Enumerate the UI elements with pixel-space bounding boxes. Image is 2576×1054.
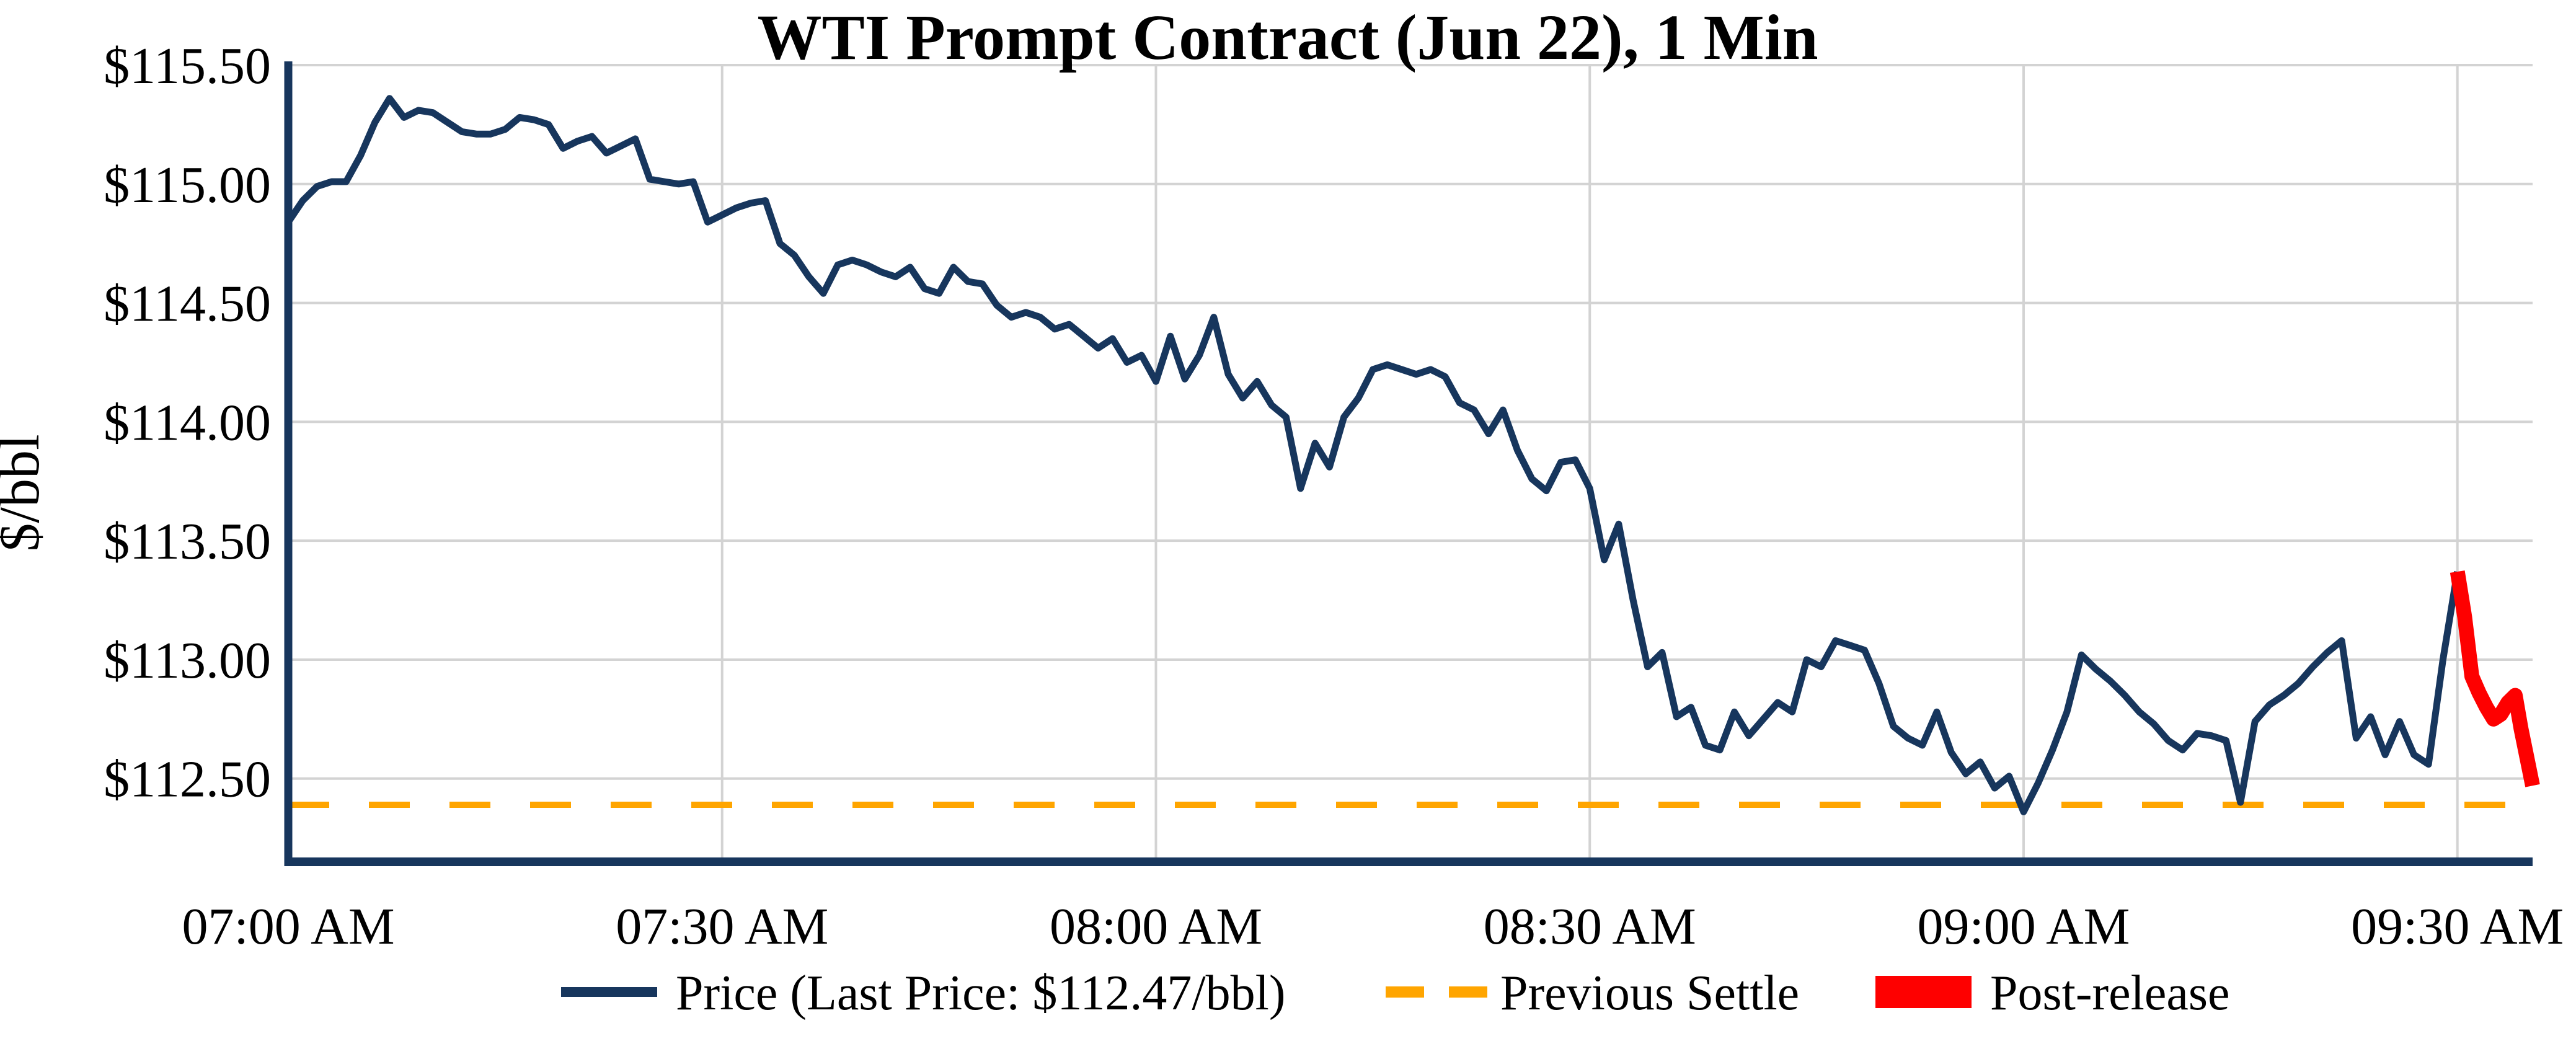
tick-layer: $115.50 $115.00 $114.50 $114.00 $113.50 $113.… xyxy=(104,37,2564,955)
x-tick-label: 08:30 AM xyxy=(1484,898,1696,955)
grid-layer xyxy=(287,64,2533,862)
price-line-series xyxy=(285,95,2461,815)
chart-title: WTI Prompt Contract (Jun 22), 1 Min xyxy=(757,2,1818,73)
post-release-series xyxy=(2450,570,2540,787)
legend-label: Price (Last Price: $112.47/bbl) xyxy=(676,966,1285,1021)
y-tick-label: $112.50 xyxy=(104,751,271,808)
y-tick-label: $113.00 xyxy=(104,632,271,689)
x-tick-label: 08:00 AM xyxy=(1050,898,1262,955)
x-tick-label: 09:30 AM xyxy=(2351,898,2564,955)
y-tick-label: $114.00 xyxy=(104,394,271,451)
y-tick-label: $115.50 xyxy=(104,37,271,95)
legend-label: Previous Settle xyxy=(1500,966,1799,1021)
x-tick-label: 09:00 AM xyxy=(1917,898,2130,955)
y-axis-label: $/bbl xyxy=(0,434,51,551)
y-tick-label: $114.50 xyxy=(104,275,271,333)
legend-swatch-post-release xyxy=(1875,976,1972,1008)
legend: Price (Last Price: $112.47/bbl) Previous … xyxy=(561,966,2230,1021)
x-tick-label: 07:30 AM xyxy=(616,898,828,955)
y-tick-label: $115.00 xyxy=(104,156,271,214)
y-tick-label: $113.50 xyxy=(104,513,271,570)
series-layer xyxy=(285,95,2540,815)
legend-label: Post-release xyxy=(1990,966,2230,1021)
x-tick-label: 07:00 AM xyxy=(182,898,394,955)
axis-layer xyxy=(284,61,2533,866)
